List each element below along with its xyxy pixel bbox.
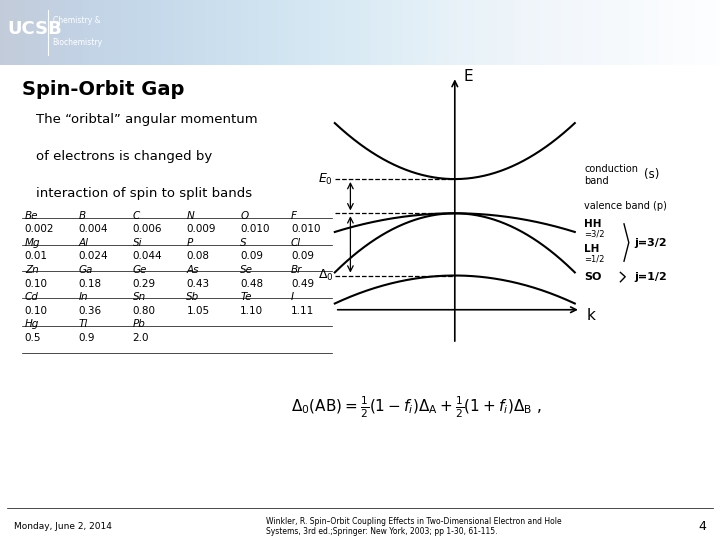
Text: 0.004: 0.004: [78, 224, 108, 234]
Text: Tl: Tl: [78, 320, 88, 329]
Text: Biochemistry: Biochemistry: [53, 38, 103, 46]
Text: As: As: [186, 265, 199, 275]
Text: =1/2: =1/2: [585, 255, 605, 264]
Text: 1.10: 1.10: [240, 306, 264, 316]
Text: 0.18: 0.18: [78, 279, 102, 289]
Text: Ge: Ge: [132, 265, 147, 275]
Text: 0.36: 0.36: [78, 306, 102, 316]
Text: 0.010: 0.010: [240, 224, 270, 234]
Text: 0.002: 0.002: [24, 224, 54, 234]
Text: $\Delta_0(\mathrm{AB}) = \frac{1}{2}(1 - f_i)\Delta_\mathrm{A} + \frac{1}{2}(1 +: $\Delta_0(\mathrm{AB}) = \frac{1}{2}(1 -…: [291, 395, 541, 421]
Text: E: E: [463, 69, 473, 84]
Text: In: In: [78, 292, 89, 302]
Text: Cd: Cd: [24, 292, 39, 302]
Text: Ga: Ga: [78, 265, 93, 275]
Text: (s): (s): [644, 168, 660, 181]
Text: 0.10: 0.10: [24, 306, 48, 316]
Text: P: P: [186, 238, 192, 248]
Text: 0.80: 0.80: [132, 306, 156, 316]
Text: Al: Al: [78, 238, 89, 248]
Text: 2.0: 2.0: [132, 333, 149, 343]
Text: UCSB: UCSB: [7, 20, 62, 38]
Text: 0.010: 0.010: [291, 224, 320, 234]
Text: Sb: Sb: [186, 292, 199, 302]
Text: 0.43: 0.43: [186, 279, 210, 289]
Text: interaction of spin to split bands: interaction of spin to split bands: [36, 187, 252, 200]
Text: F: F: [291, 211, 297, 221]
Text: j=1/2: j=1/2: [635, 272, 667, 282]
Text: 0.09: 0.09: [291, 252, 314, 261]
Text: The “oribtal” angular momentum: The “oribtal” angular momentum: [36, 113, 258, 126]
Text: Si: Si: [132, 238, 142, 248]
Text: 0.09: 0.09: [240, 252, 264, 261]
Text: =3/2: =3/2: [585, 230, 605, 238]
Text: 0.48: 0.48: [240, 279, 264, 289]
Text: 4: 4: [698, 520, 706, 534]
Text: N: N: [186, 211, 194, 221]
Text: Cl: Cl: [291, 238, 301, 248]
Text: 0.009: 0.009: [186, 224, 216, 234]
Text: 0.006: 0.006: [132, 224, 162, 234]
Text: 0.5: 0.5: [24, 333, 41, 343]
Text: Winkler, R. Spin–Orbit Coupling Effects in Two-Dimensional Electron and Hole
Sys: Winkler, R. Spin–Orbit Coupling Effects …: [266, 517, 562, 536]
Text: Zn: Zn: [24, 265, 38, 275]
Text: LH: LH: [585, 245, 600, 254]
Text: 0.29: 0.29: [132, 279, 156, 289]
Text: conduction
band: conduction band: [585, 164, 639, 186]
Text: Br: Br: [291, 265, 302, 275]
Text: 0.044: 0.044: [132, 252, 162, 261]
Text: valence band (p): valence band (p): [585, 201, 667, 211]
Text: Be: Be: [24, 211, 38, 221]
Text: k: k: [587, 308, 595, 323]
Text: 0.01: 0.01: [24, 252, 48, 261]
Text: O: O: [240, 211, 248, 221]
Text: Spin-Orbit Gap: Spin-Orbit Gap: [22, 79, 184, 99]
Text: Hg: Hg: [24, 320, 39, 329]
Text: Se: Se: [240, 265, 253, 275]
Text: 0.9: 0.9: [78, 333, 95, 343]
Text: I: I: [291, 292, 294, 302]
Text: C: C: [132, 211, 140, 221]
Text: Sn: Sn: [132, 292, 145, 302]
Text: 0.10: 0.10: [24, 279, 48, 289]
Text: Te: Te: [240, 292, 252, 302]
Text: Chemistry &: Chemistry &: [53, 16, 100, 25]
Text: Monday, June 2, 2014: Monday, June 2, 2014: [14, 522, 112, 531]
Text: 0.49: 0.49: [291, 279, 314, 289]
Text: S: S: [240, 238, 247, 248]
Text: 1.11: 1.11: [291, 306, 314, 316]
Text: HH: HH: [585, 219, 602, 229]
Text: Pb: Pb: [132, 320, 145, 329]
Text: SO: SO: [585, 272, 602, 282]
Text: Mg: Mg: [24, 238, 40, 248]
Text: B: B: [78, 211, 86, 221]
Text: $E_0$: $E_0$: [318, 172, 333, 187]
Text: 0.024: 0.024: [78, 252, 108, 261]
Text: 0.08: 0.08: [186, 252, 210, 261]
Text: $\Delta_0$: $\Delta_0$: [318, 268, 333, 283]
Text: j=3/2: j=3/2: [635, 238, 667, 247]
Text: 1.05: 1.05: [186, 306, 210, 316]
Text: of electrons is changed by: of electrons is changed by: [36, 150, 212, 163]
